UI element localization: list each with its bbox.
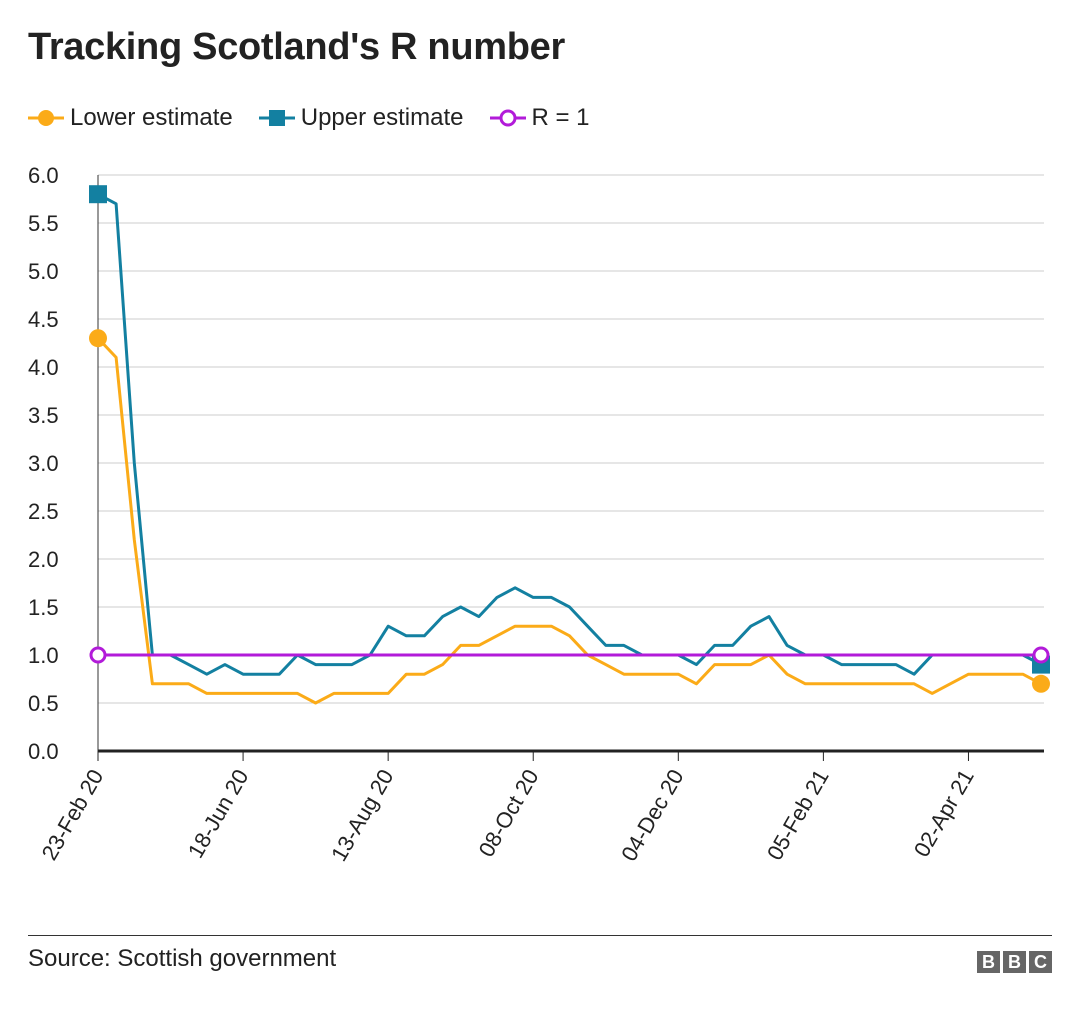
y-tick-label: 4.5 (28, 307, 59, 332)
footer-divider (28, 935, 1052, 936)
x-tick-label: 13-Aug 20 (326, 765, 398, 865)
upper-estimate-marker (89, 185, 107, 204)
x-tick-label: 02-Apr 21 (909, 765, 979, 861)
source-note: Source: Scottish government (28, 945, 337, 972)
x-tick-label: 05-Feb 21 (762, 765, 834, 864)
open-circle-marker-icon (489, 109, 526, 127)
legend-label-lower: Lower estimate (70, 104, 233, 131)
y-tick-label: 3.5 (28, 403, 59, 428)
legend-item-lower: Lower estimate (28, 104, 233, 132)
x-tick-label: 04-Dec 20 (616, 765, 688, 865)
line-chart: 0.0 0.5 1.0 1.5 2.0 2.5 3.0 3.5 4.0 4.5 5.0 5.5 6.0 2… (28, 163, 1050, 865)
chart-title: Tracking Scotland's R number (28, 26, 565, 68)
x-tick-label: 23-Feb 20 (37, 765, 109, 864)
r-equals-one-marker (89, 646, 107, 664)
bbc-logo-letter: C (1029, 951, 1052, 973)
circle-marker-icon (28, 110, 64, 126)
bbc-logo-letter: B (1003, 951, 1026, 973)
y-tick-label: 0.5 (28, 691, 59, 716)
r-equals-one-marker (1032, 646, 1050, 664)
legend: Lower estimate Upper estimate R = 1 (28, 100, 616, 136)
y-tick-label: 1.5 (28, 595, 59, 620)
x-tick-label: 08-Oct 20 (474, 765, 544, 861)
square-marker-icon (258, 110, 295, 126)
lower-estimate-line (96, 337, 1042, 705)
y-tick-label: 2.5 (28, 499, 59, 524)
y-tick-label: 4.0 (28, 355, 59, 380)
x-tick-label: 18-Jun 20 (183, 765, 254, 862)
upper-estimate-line (97, 192, 1042, 676)
y-tick-label: 1.0 (28, 643, 59, 668)
bbc-logo: B B C (974, 951, 1052, 973)
legend-item-r1: R = 1 (489, 104, 590, 132)
y-tick-label: 3.0 (28, 451, 59, 476)
lower-estimate-marker (1032, 674, 1050, 693)
legend-item-upper: Upper estimate (258, 104, 464, 132)
y-tick-label: 5.0 (28, 259, 59, 284)
y-tick-label: 0.0 (28, 739, 59, 764)
legend-label-r1: R = 1 (531, 104, 590, 131)
legend-label-upper: Upper estimate (300, 104, 464, 131)
lower-estimate-marker (89, 329, 107, 348)
y-tick-label: 6.0 (28, 163, 59, 188)
bbc-logo-letter: B (977, 951, 1000, 973)
y-tick-label: 2.0 (28, 547, 59, 572)
y-tick-label: 5.5 (28, 211, 59, 236)
